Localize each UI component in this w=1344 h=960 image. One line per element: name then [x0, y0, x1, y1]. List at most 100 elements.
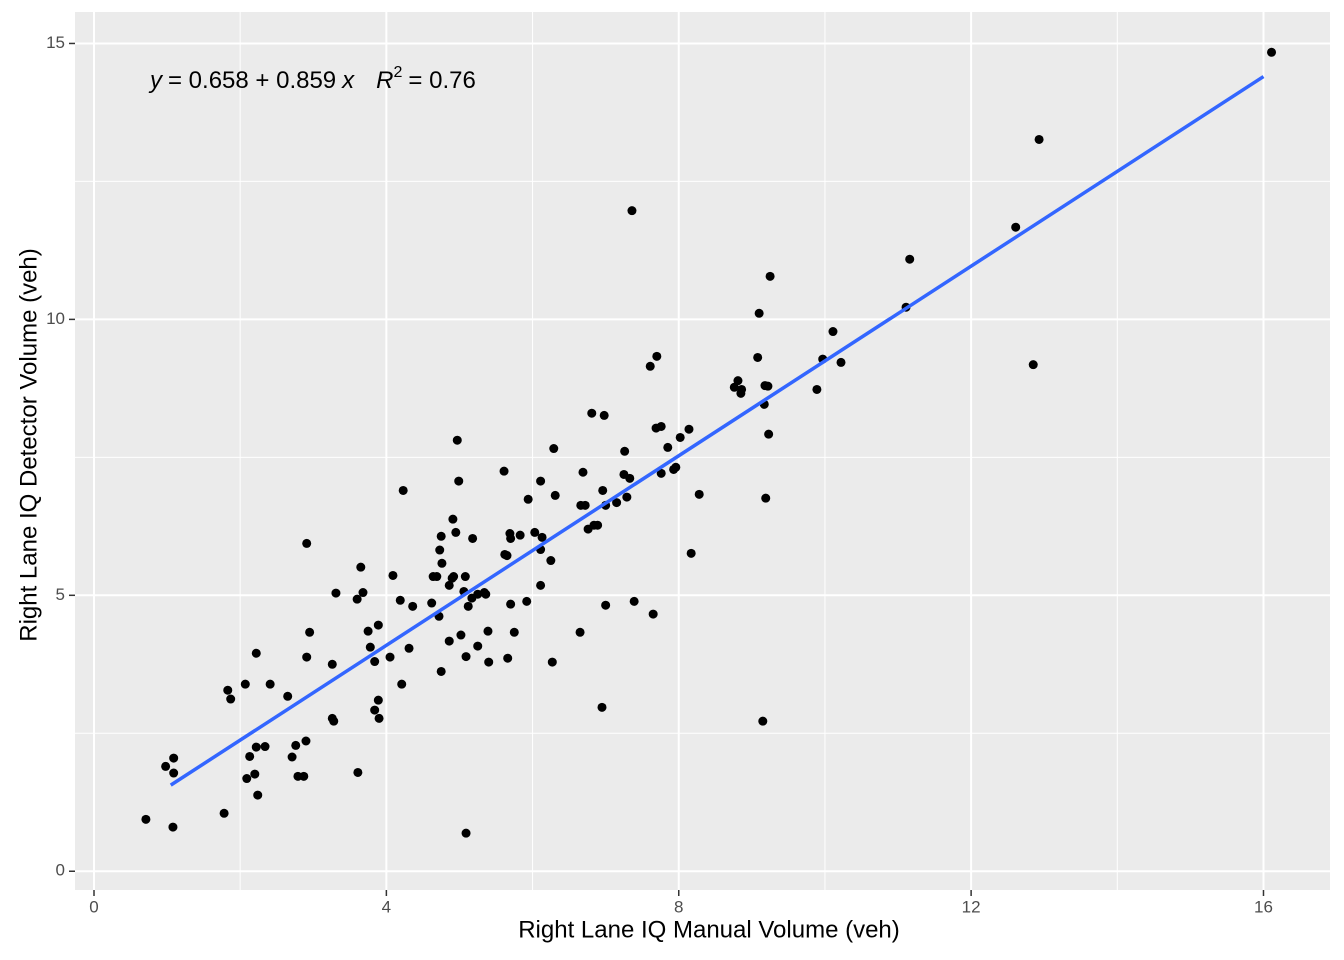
data-point — [601, 600, 611, 610]
data-point — [765, 271, 775, 281]
data-point — [503, 653, 513, 663]
data-point — [675, 432, 685, 442]
data-point — [760, 381, 770, 391]
data-point — [761, 493, 771, 503]
data-point — [365, 642, 375, 652]
data-point — [373, 695, 383, 705]
data-point — [509, 627, 519, 637]
y-tick-label: 5 — [56, 585, 65, 604]
data-point — [656, 421, 666, 431]
data-point — [550, 490, 560, 500]
data-point — [242, 774, 252, 784]
data-point — [251, 648, 261, 658]
data-point — [363, 626, 373, 636]
data-point — [764, 429, 774, 439]
data-point — [169, 753, 179, 763]
data-point — [812, 384, 822, 394]
data-point — [353, 767, 363, 777]
data-point — [435, 545, 445, 555]
data-point — [427, 598, 437, 608]
data-point — [265, 679, 275, 689]
fit-line — [169, 75, 1265, 787]
data-point — [448, 514, 458, 524]
x-axis-title: Right Lane IQ Manual Volume (veh) — [518, 916, 900, 943]
data-point — [905, 254, 915, 264]
data-point — [463, 601, 473, 611]
data-point — [625, 473, 635, 483]
data-point — [436, 666, 446, 676]
fit-annotation: y = 0.658 + 0.859 x R2 = 0.76 — [148, 64, 476, 94]
annotation-part: y — [148, 67, 164, 94]
data-point — [754, 308, 764, 318]
data-point — [547, 657, 557, 667]
data-point — [645, 361, 655, 371]
data-point — [451, 527, 461, 537]
data-point — [522, 596, 532, 606]
data-point — [301, 736, 311, 746]
data-point — [452, 435, 462, 445]
data-point — [398, 485, 408, 495]
data-point — [479, 588, 489, 598]
data-point — [287, 752, 297, 762]
data-point — [240, 679, 250, 689]
data-point — [629, 596, 639, 606]
data-point — [694, 489, 704, 499]
y-tick-label: 0 — [56, 861, 65, 880]
data-point — [305, 627, 315, 637]
data-point — [483, 626, 493, 636]
data-point — [302, 652, 312, 662]
y-tick-label: 10 — [46, 309, 65, 328]
data-point — [523, 494, 533, 504]
data-point — [499, 466, 509, 476]
data-point — [587, 408, 597, 418]
data-point — [374, 713, 384, 723]
data-point — [291, 740, 301, 750]
data-point — [648, 609, 658, 619]
data-point — [356, 562, 366, 572]
data-point — [1034, 134, 1044, 144]
x-tick-label: 0 — [89, 897, 98, 916]
y-axis-title: Right Lane IQ Detector Volume (veh) — [15, 248, 42, 642]
data-point — [358, 588, 368, 598]
annotation-part: = 0.658 + 0.859 — [168, 67, 336, 94]
data-point — [260, 742, 270, 752]
data-point — [515, 530, 525, 540]
data-point — [352, 594, 362, 604]
data-point — [161, 761, 171, 771]
data-point — [733, 376, 743, 386]
data-point — [461, 828, 471, 838]
data-point — [598, 485, 608, 495]
data-point — [599, 410, 609, 420]
annotation-part: R — [376, 67, 393, 94]
data-point — [530, 527, 540, 537]
data-point — [245, 751, 255, 761]
data-point — [753, 352, 763, 362]
data-point — [620, 446, 630, 456]
x-tick-label: 16 — [1254, 897, 1273, 916]
data-point — [329, 716, 339, 726]
data-point — [456, 630, 466, 640]
data-point — [468, 533, 478, 543]
x-tick-label: 12 — [962, 897, 981, 916]
data-point — [546, 556, 556, 566]
data-point — [226, 694, 236, 704]
data-point — [250, 769, 260, 779]
data-point — [404, 643, 414, 653]
data-point — [589, 520, 599, 530]
data-point — [223, 685, 233, 695]
data-point — [828, 327, 838, 337]
data-point — [370, 657, 380, 667]
data-point — [652, 351, 662, 361]
data-point — [299, 771, 309, 781]
data-point — [373, 620, 383, 630]
data-point — [1011, 222, 1021, 232]
data-point — [302, 538, 312, 548]
data-point — [251, 742, 261, 752]
data-point — [1267, 47, 1277, 57]
data-point — [836, 357, 846, 367]
data-point — [684, 424, 694, 434]
y-tick-label: 15 — [46, 33, 65, 52]
data-point — [597, 702, 607, 712]
data-point — [627, 206, 637, 216]
